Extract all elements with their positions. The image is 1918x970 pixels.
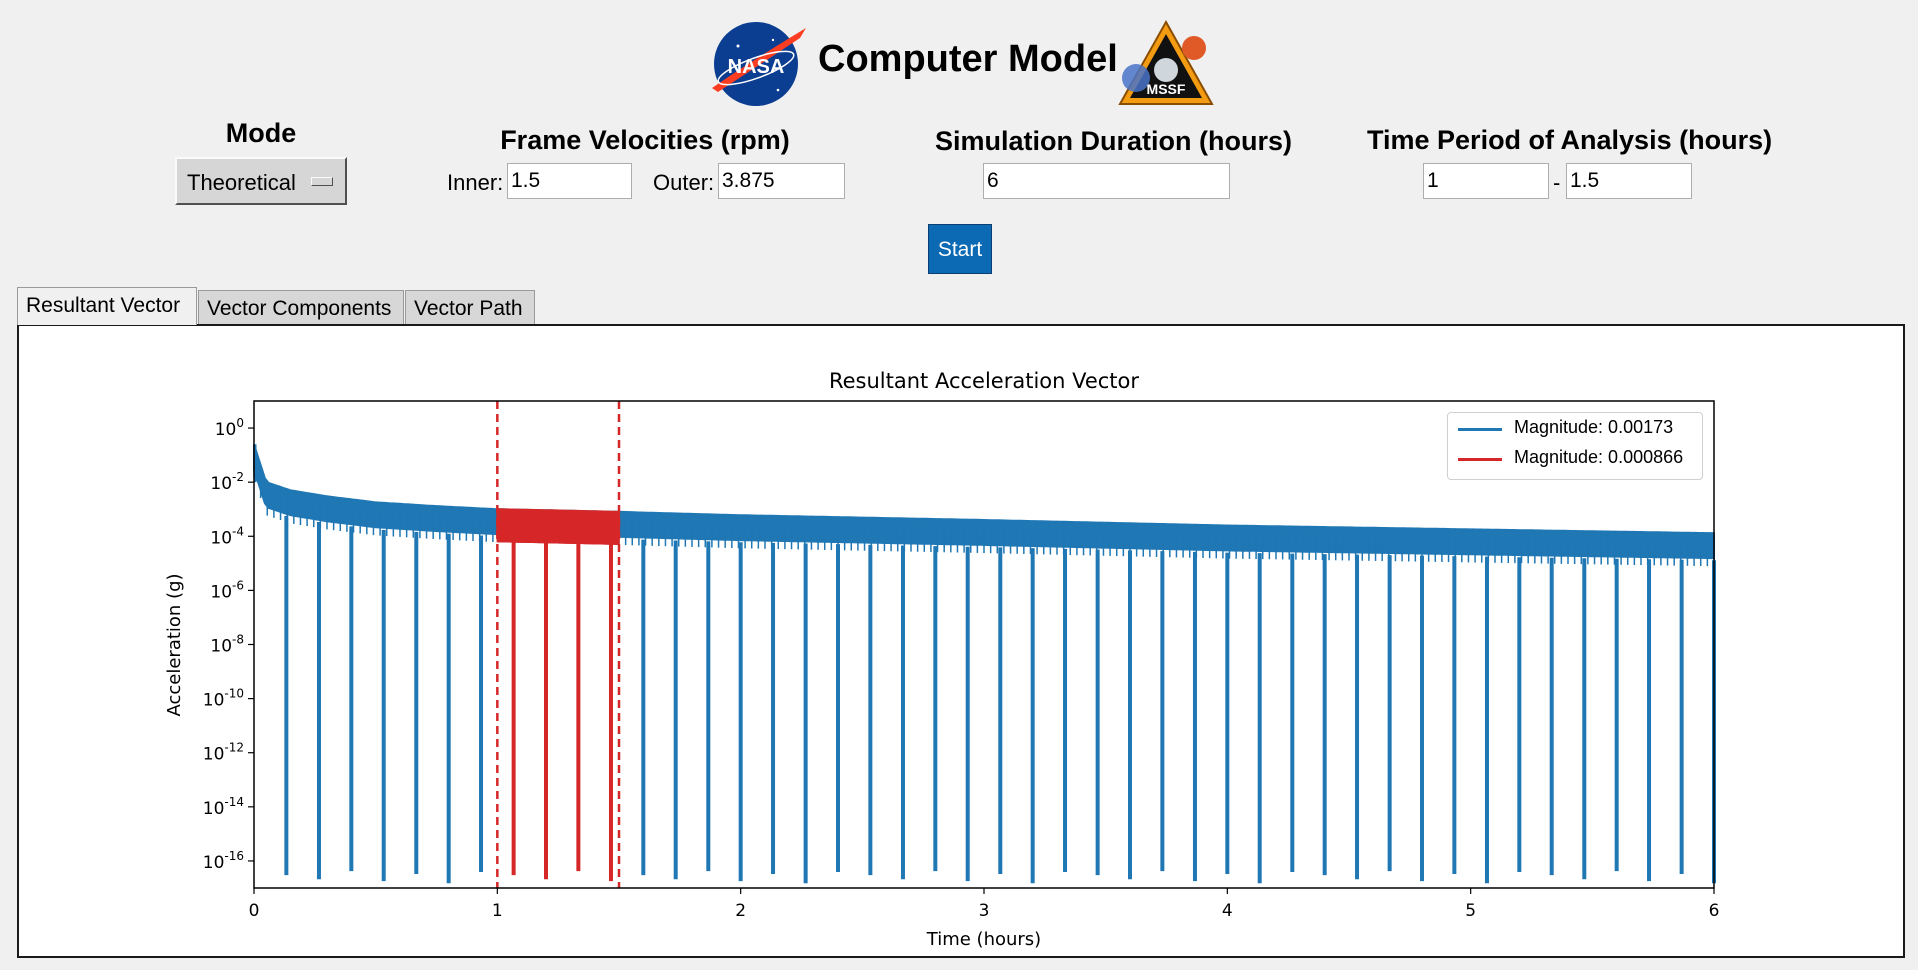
x-tick-label: 6 [1709, 901, 1720, 921]
x-tick-label: 5 [1465, 901, 1476, 921]
inner-velocity-input[interactable]: 1.5 [507, 163, 632, 199]
legend-line-red [1458, 458, 1502, 461]
y-tick-label: 10-8 [210, 633, 244, 657]
nasa-logo-text: NASA [728, 56, 785, 78]
nasa-logo: NASA [712, 22, 806, 106]
outer-velocity-input[interactable]: 3.875 [718, 163, 845, 199]
mode-dropdown[interactable]: Theoretical [175, 157, 347, 205]
y-tick-label: 10-2 [210, 470, 244, 494]
x-tick-label: 1 [492, 901, 503, 921]
tab-vector-path[interactable]: Vector Path [405, 290, 535, 324]
simulation-duration-input[interactable]: 6 [983, 163, 1230, 199]
y-tick-label: 10-6 [210, 578, 244, 602]
mssf-logo: MSSF [1118, 19, 1214, 105]
analysis-start-input[interactable]: 1 [1423, 163, 1549, 199]
x-tick-label: 4 [1222, 901, 1233, 921]
mode-selected-value: Theoretical [187, 170, 296, 195]
outer-label: Outer: [653, 170, 715, 195]
x-tick-label: 3 [979, 901, 990, 921]
frame-velocities-title: Frame Velocities (rpm) [500, 125, 790, 155]
legend-line-blue [1458, 428, 1502, 431]
x-tick-label: 0 [249, 901, 260, 921]
chart-title: Resultant Acceleration Vector [829, 369, 1139, 393]
analysis-end-input[interactable]: 1.5 [1566, 163, 1692, 199]
y-tick-label: 10-4 [210, 524, 244, 548]
simulation-duration-title: Simulation Duration (hours) [935, 126, 1292, 156]
legend-label-series-2: Magnitude: 0.000866 [1514, 447, 1684, 467]
y-tick-label: 100 [215, 416, 244, 440]
y-tick-label: 10-14 [203, 795, 244, 819]
chart-legend: Magnitude: 0.00173 Magnitude: 0.000866 [1447, 412, 1703, 480]
mode-title: Mode [225, 118, 297, 148]
legend-label-series-1: Magnitude: 0.00173 [1514, 417, 1674, 437]
tab-resultant-vector[interactable]: Resultant Vector [17, 287, 197, 325]
start-button[interactable]: Start [928, 224, 992, 274]
x-axis-label: Time (hours) [926, 929, 1041, 950]
analysis-period-title: Time Period of Analysis (hours) [1367, 125, 1773, 155]
tab-vector-components[interactable]: Vector Components [198, 290, 404, 324]
dropdown-indicator-icon [311, 177, 333, 186]
analysis-separator: - [1553, 170, 1561, 195]
y-tick-label: 10-16 [203, 849, 244, 873]
inner-label: Inner: [447, 170, 504, 195]
y-tick-label: 10-12 [203, 741, 244, 765]
x-tick-label: 2 [735, 901, 746, 921]
page-title: Computer Model [818, 38, 1118, 80]
y-tick-label: 10-10 [203, 687, 244, 711]
mssf-logo-text: MSSF [1147, 81, 1186, 97]
y-axis-label: Acceleration (g) [164, 573, 185, 716]
